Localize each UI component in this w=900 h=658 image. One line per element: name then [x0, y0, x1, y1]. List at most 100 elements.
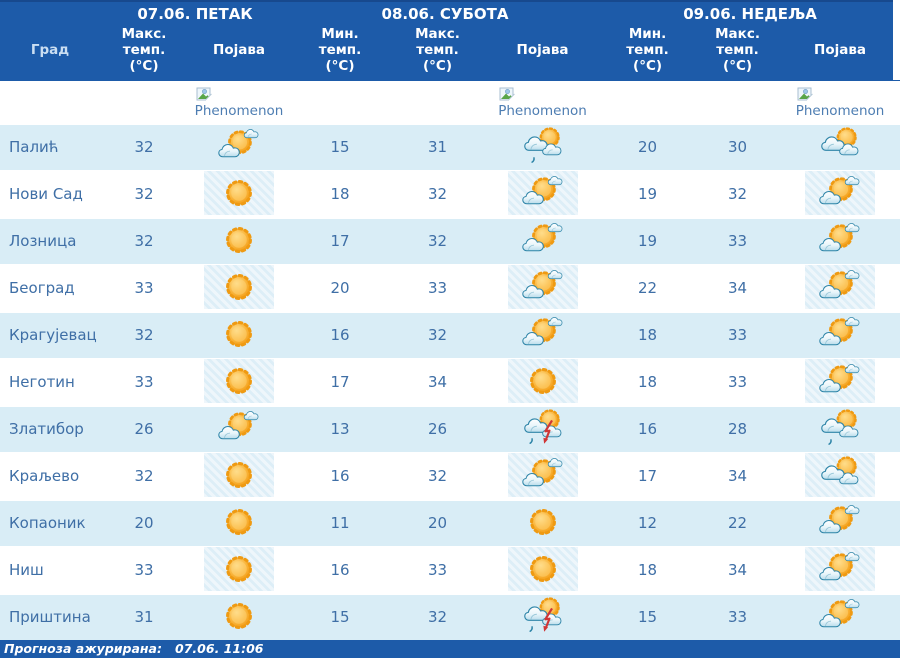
saturday-phenomenon-cell — [485, 593, 600, 640]
table-row: Лозница 32 17 32 19 33 — [0, 217, 900, 264]
weather-icon-chip — [805, 500, 875, 544]
weather-icon-cloudy — [817, 456, 863, 494]
city-name: Крагујевац — [0, 311, 100, 358]
city-name: Палић — [0, 123, 100, 170]
table-row: Ниш 33 16 33 18 34 — [0, 546, 900, 593]
broken-image-icon — [499, 87, 516, 101]
saturday-phenomenon-cell — [485, 546, 600, 593]
saturday-phenomenon-cell — [485, 452, 600, 499]
column-header-sunday-phenomenon: Појава — [780, 26, 900, 81]
friday-max-temp: 33 — [100, 546, 188, 593]
friday-phenomenon-cell — [188, 499, 290, 546]
sunday-min-temp: 15 — [600, 593, 695, 640]
saturday-max-temp: 32 — [390, 452, 485, 499]
weather-icon-sun — [520, 362, 566, 400]
column-header-saturday-min: Мин. темп. (°C) — [290, 26, 390, 81]
weather-icon-partly — [520, 174, 566, 212]
friday-phenomenon-cell — [188, 170, 290, 217]
friday-max-temp: 31 — [100, 593, 188, 640]
weather-icon-storm — [520, 597, 566, 635]
weather-icon-chip — [507, 453, 578, 497]
saturday-max-temp: 32 — [390, 217, 485, 264]
weather-icon-storm — [520, 409, 566, 447]
weather-icon-partly — [817, 315, 863, 353]
city-name: Краљево — [0, 452, 100, 499]
weather-icon-partly — [817, 550, 863, 588]
saturday-max-temp: 32 — [390, 311, 485, 358]
weather-icon-chip — [204, 312, 274, 356]
saturday-min-temp: 17 — [290, 217, 390, 264]
friday-phenomenon-cell — [188, 123, 290, 170]
column-header-friday-phenomenon: Појава — [188, 26, 290, 81]
weather-icon-chip — [805, 124, 875, 168]
saturday-phenomenon-cell — [485, 499, 600, 546]
sunday-max-temp: 32 — [695, 170, 780, 217]
phenomenon-alt-row: Phenomenon Phenomenon — [0, 81, 900, 123]
sunday-max-temp: 22 — [695, 499, 780, 546]
weather-icon-chip — [805, 265, 876, 309]
friday-max-temp: 20 — [100, 499, 188, 546]
city-name: Београд — [0, 264, 100, 311]
saturday-max-temp: 31 — [390, 123, 485, 170]
phenomenon-alt-text: Phenomenon — [194, 102, 284, 119]
saturday-min-temp: 15 — [290, 123, 390, 170]
friday-phenomenon-cell — [188, 405, 290, 452]
weather-icon-rain — [817, 409, 863, 447]
weather-icon-sun — [216, 315, 262, 353]
sunday-phenomenon-cell — [780, 170, 900, 217]
sunday-phenomenon-cell — [780, 452, 900, 499]
friday-phenomenon-cell — [188, 217, 290, 264]
weather-icon-partly — [817, 174, 863, 212]
forecast-table: 07.06. ПЕТАК 08.06. СУБОТА 09.06. НЕДЕЉА… — [0, 0, 900, 640]
weather-icon-chip — [508, 500, 578, 544]
table-row: Београд 33 20 33 22 34 — [0, 264, 900, 311]
table-row: Краљево 32 16 32 17 34 — [0, 452, 900, 499]
weather-icon-chip — [204, 265, 274, 309]
weather-icon-chip — [507, 171, 578, 215]
weather-icon-chip — [204, 406, 274, 450]
sunday-max-temp: 33 — [695, 311, 780, 358]
weather-icon-sun — [520, 550, 566, 588]
day-header-friday: 07.06. ПЕТАК — [100, 0, 290, 26]
saturday-min-temp: 15 — [290, 593, 390, 640]
weather-icon-chip — [805, 359, 876, 403]
table-row: Нови Сад 32 18 32 19 32 — [0, 170, 900, 217]
weather-icon-chip — [507, 547, 578, 591]
weather-icon-chip — [508, 124, 578, 168]
weather-icon-sun — [216, 597, 262, 635]
sunday-max-temp: 34 — [695, 264, 780, 311]
friday-phenomenon-cell — [188, 593, 290, 640]
weather-icon-rain — [520, 127, 566, 165]
saturday-max-temp: 32 — [390, 170, 485, 217]
saturday-phenomenon-cell — [485, 123, 600, 170]
sunday-max-temp: 34 — [695, 546, 780, 593]
sunday-max-temp: 34 — [695, 452, 780, 499]
column-header-saturday-max: Макс. темп. (°C) — [390, 26, 485, 81]
friday-max-temp: 26 — [100, 405, 188, 452]
saturday-phenomenon-cell — [485, 358, 600, 405]
weather-icon-partly — [817, 362, 863, 400]
saturday-phenomenon-cell — [485, 170, 600, 217]
saturday-min-temp: 11 — [290, 499, 390, 546]
weather-icon-chip — [805, 453, 876, 497]
sunday-phenomenon-cell — [780, 546, 900, 593]
sunday-min-temp: 18 — [600, 546, 695, 593]
weather-icon-partly — [520, 268, 566, 306]
saturday-min-temp: 16 — [290, 452, 390, 499]
phenomenon-placeholder-saturday: Phenomenon — [485, 81, 601, 123]
weather-icon-sun — [216, 268, 262, 306]
forecast-updated-text: Прогноза ажурирана: 07.06. 11:06 — [4, 641, 264, 656]
sunday-min-temp: 22 — [600, 264, 695, 311]
weather-icon-chip — [805, 218, 875, 262]
weather-icon-partly — [216, 409, 262, 447]
friday-phenomenon-cell — [188, 358, 290, 405]
day-header-saturday: 08.06. СУБОТА — [290, 0, 601, 26]
sunday-max-temp: 33 — [695, 593, 780, 640]
weather-icon-partly — [817, 503, 863, 541]
weather-icon-partly — [817, 597, 863, 635]
weather-icon-chip — [805, 171, 876, 215]
weather-icon-chip — [805, 406, 875, 450]
column-header-city: Град — [0, 26, 100, 81]
friday-max-temp: 32 — [100, 123, 188, 170]
